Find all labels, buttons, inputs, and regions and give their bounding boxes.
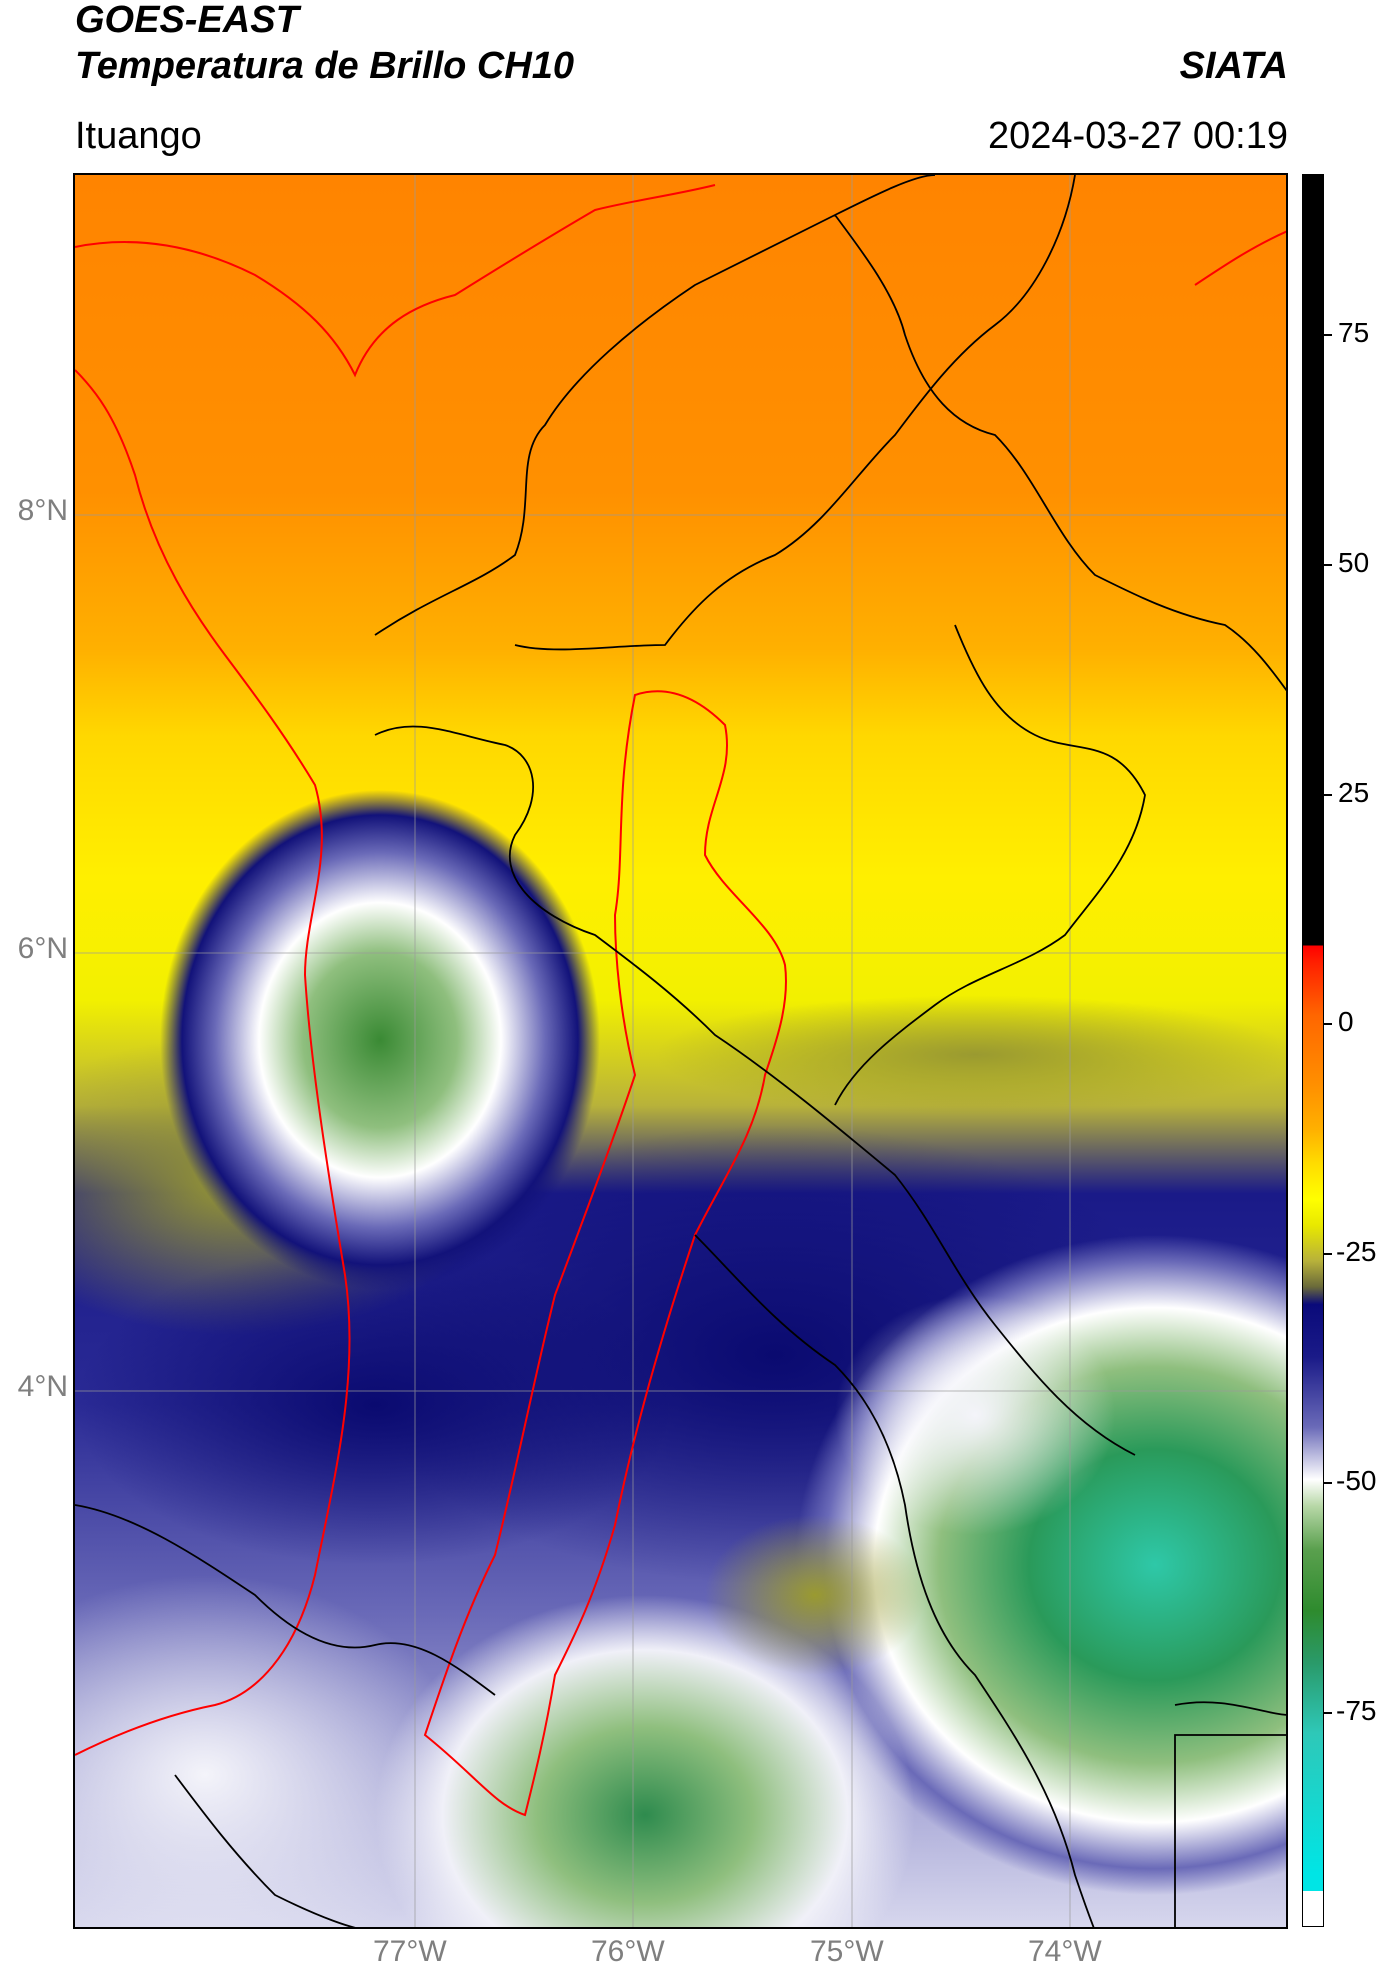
cbar-tick-25 bbox=[1324, 794, 1332, 796]
cbar-tick-75 bbox=[1324, 334, 1332, 336]
brightness-temperature-field bbox=[75, 175, 1286, 1927]
cbar-label-m75: -75 bbox=[1336, 1695, 1377, 1726]
lon-label-74w: 74°W bbox=[1028, 1935, 1102, 1968]
cbar-tick-m50 bbox=[1324, 1482, 1332, 1484]
graticule bbox=[75, 175, 1286, 1927]
lat-label-8n: 8°N bbox=[17, 494, 68, 527]
lon-label-77w: 77°W bbox=[373, 1935, 447, 1968]
datetime-label: 2024-03-27 00:19 bbox=[987, 115, 1288, 157]
admin-borders bbox=[75, 175, 1286, 1927]
study-basin-outline bbox=[423, 690, 787, 1817]
cbar-label-m25: -25 bbox=[1336, 1236, 1377, 1267]
cbar-tick-m75 bbox=[1324, 1712, 1332, 1714]
temperature-colorbar bbox=[1302, 174, 1324, 1927]
coastline bbox=[75, 184, 1286, 1756]
cbar-tick-0 bbox=[1324, 1023, 1332, 1025]
cbar-label-25: 25 bbox=[1338, 777, 1370, 808]
cbar-tick-50 bbox=[1324, 564, 1332, 566]
satellite-map[interactable] bbox=[73, 173, 1288, 1929]
org-title: SIATA bbox=[1179, 45, 1288, 87]
lat-label-6n: 6°N bbox=[17, 932, 68, 965]
cbar-label-75: 75 bbox=[1338, 317, 1370, 348]
region-label: Ituango bbox=[75, 115, 202, 157]
cbar-tick-m25 bbox=[1324, 1253, 1332, 1255]
lat-label-4n: 4°N bbox=[17, 1370, 68, 1403]
lon-label-76w: 76°W bbox=[591, 1935, 665, 1968]
cbar-label-m50: -50 bbox=[1336, 1465, 1377, 1496]
cbar-label-50: 50 bbox=[1338, 547, 1370, 578]
satellite-title: GOES-EAST bbox=[75, 0, 299, 41]
product-title: Temperatura de Brillo CH10 bbox=[75, 45, 575, 87]
cbar-label-0: 0 bbox=[1338, 1006, 1354, 1037]
lon-label-75w: 75°W bbox=[810, 1935, 884, 1968]
